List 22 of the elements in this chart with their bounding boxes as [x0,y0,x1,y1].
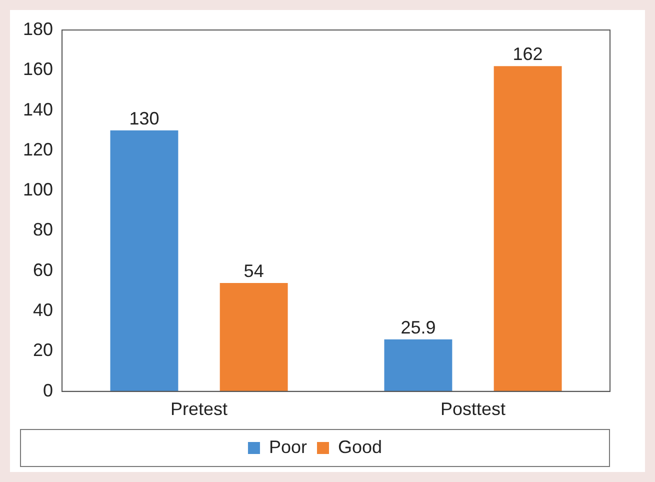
y-tick-label: 120 [22,139,54,160]
y-tick-label: 160 [22,59,54,80]
data-label: 130 [129,108,160,128]
y-tick-label: 60 [33,260,54,280]
y-tick-label: 20 [33,340,54,360]
bar [384,339,452,392]
y-tick-label: 40 [33,300,54,320]
data-label: 54 [244,260,264,281]
x-tick-label: Pretest [170,399,228,420]
y-tick-label: 180 [22,18,54,39]
bar [494,66,562,392]
y-tick-label: 140 [22,99,54,120]
legend-label: Poor [268,436,308,457]
bar [110,130,178,392]
y-tick-label: 100 [22,180,54,200]
bar [220,282,288,392]
y-tick-label: 0 [43,380,54,400]
x-tick-label: Posttest [440,399,506,420]
data-label: 25.9 [400,317,436,338]
legend-label: Good [338,436,382,457]
data-label: 162 [512,44,543,64]
y-tick-label: 80 [33,220,54,240]
